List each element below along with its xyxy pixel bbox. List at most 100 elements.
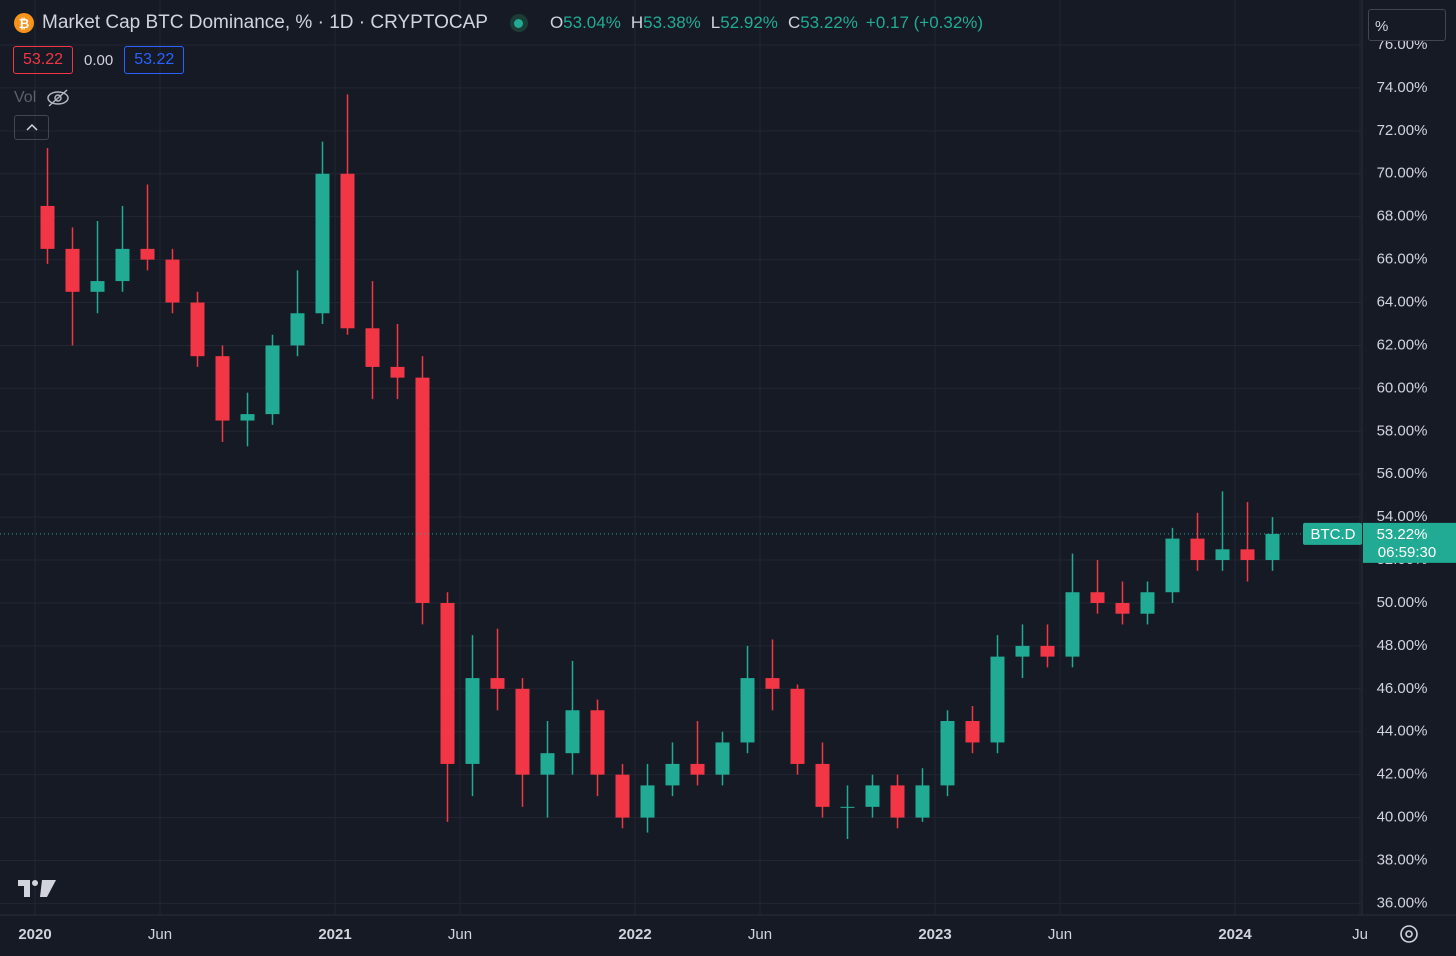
- y-tick-label: 40.00%: [1377, 809, 1428, 826]
- candle-body: [740, 678, 755, 743]
- y-tick-label: 38.00%: [1377, 851, 1428, 868]
- candle-body: [365, 328, 380, 367]
- y-tick-label: 48.00%: [1377, 637, 1428, 654]
- collapse-button[interactable]: [14, 115, 49, 140]
- candle-body: [815, 763, 830, 807]
- candle-body: [965, 721, 980, 743]
- candle-body: [215, 356, 230, 421]
- y-tick-label: 62.00%: [1377, 336, 1428, 353]
- candle-body: [265, 345, 280, 415]
- x-tick-label: Jun: [1048, 926, 1072, 943]
- candle-body: [590, 710, 605, 775]
- candle-body: [1115, 602, 1130, 614]
- scale-mode-input[interactable]: %: [1368, 9, 1446, 41]
- candle-body: [1015, 645, 1030, 657]
- symbol-tag: [1303, 522, 1362, 545]
- spread: 0.00: [84, 51, 114, 69]
- symbol-label: BTC.D: [1311, 526, 1356, 543]
- coin-icon: ₿: [14, 13, 34, 33]
- candle-body: [90, 281, 105, 292]
- candle-body: [415, 377, 430, 603]
- candle-body: [190, 302, 205, 357]
- sell-button[interactable]: 53.22: [13, 46, 74, 74]
- candle-body: [65, 248, 80, 292]
- order-row: 53.22 0.00 53.22: [13, 46, 185, 74]
- x-tick-label: 2020: [18, 926, 51, 943]
- candle-body: [465, 678, 480, 764]
- y-tick-label: 56.00%: [1377, 465, 1428, 482]
- candle-body: [1165, 538, 1180, 593]
- candle-body: [340, 173, 355, 329]
- y-tick-label: 60.00%: [1377, 379, 1428, 396]
- y-tick-label: 68.00%: [1377, 208, 1428, 225]
- y-tick-label: 44.00%: [1377, 723, 1428, 740]
- y-tick-label: 70.00%: [1377, 165, 1428, 182]
- candle-body: [840, 806, 855, 808]
- candle-body: [1090, 592, 1105, 603]
- x-tick-label: Jun: [448, 926, 472, 943]
- volume-legend: Vol: [14, 88, 72, 108]
- candle-body: [1265, 533, 1280, 561]
- countdown: 06:59:30: [1378, 544, 1436, 561]
- candle-body: [690, 763, 705, 775]
- candle-body: [540, 753, 555, 775]
- candle-body: [890, 785, 905, 818]
- y-tick-label: 64.00%: [1377, 293, 1428, 310]
- candle-body: [715, 742, 730, 775]
- candle-body: [615, 774, 630, 818]
- candle-body: [1065, 592, 1080, 657]
- x-tick-label: 2022: [618, 926, 651, 943]
- candle-body: [915, 785, 930, 818]
- y-tick-label: 58.00%: [1377, 422, 1428, 439]
- ohlc-value: 53.04%: [563, 13, 621, 32]
- candle-body: [865, 785, 880, 807]
- candle-body: [315, 173, 330, 314]
- ohlc-value: 52.92%: [720, 13, 778, 32]
- candle-body: [515, 688, 530, 775]
- candle-body: [640, 785, 655, 818]
- price-tag-label: 53.22%: [1377, 526, 1428, 543]
- settings-icon[interactable]: [1400, 925, 1418, 943]
- y-tick-label: 42.00%: [1377, 766, 1428, 783]
- candle-body: [140, 248, 155, 260]
- ohlc-key: C: [787, 13, 801, 32]
- price-tag: [1363, 522, 1456, 563]
- volume-label: Vol: [14, 89, 37, 106]
- buy-button[interactable]: 53.22: [124, 46, 185, 74]
- candle-body: [765, 678, 780, 689]
- candle-body: [390, 366, 405, 378]
- ohlc-key: L: [710, 13, 721, 32]
- candle-body: [790, 688, 805, 764]
- y-tick-label: 74.00%: [1377, 79, 1428, 96]
- candle-body: [940, 721, 955, 786]
- ohlc-key: H: [630, 13, 644, 32]
- candle-body: [440, 602, 455, 764]
- x-tick-label: 2023: [918, 926, 951, 943]
- y-tick-label: 46.00%: [1377, 680, 1428, 697]
- change: +0.17 (+0.32%): [865, 13, 984, 32]
- tradingview-logo: [18, 880, 56, 897]
- legend-header: ₿ Market Cap BTC Dominance, % · 1D · CRY…: [14, 12, 983, 34]
- x-tick-label: 2024: [1218, 926, 1252, 943]
- x-tick-label: Ju: [1352, 926, 1368, 943]
- y-tick-label: 66.00%: [1377, 251, 1428, 268]
- y-tick-label: 54.00%: [1377, 508, 1428, 525]
- x-tick-label: 2021: [318, 926, 351, 943]
- x-tick-label: Jun: [748, 926, 772, 943]
- y-tick-label: 72.00%: [1377, 122, 1428, 139]
- hide-icon[interactable]: [46, 88, 72, 108]
- x-tick-label: Jun: [148, 926, 172, 943]
- candle-body: [565, 710, 580, 754]
- ohlc-value: 53.38%: [643, 13, 701, 32]
- candle-body: [990, 656, 1005, 743]
- candle-body: [1190, 538, 1205, 561]
- y-tick-label: 36.00%: [1377, 894, 1428, 911]
- candle-body: [1140, 592, 1155, 614]
- status-dot: [509, 14, 528, 32]
- candle-body: [665, 763, 680, 786]
- y-tick-label: 50.00%: [1377, 594, 1428, 611]
- candle-body: [290, 313, 305, 346]
